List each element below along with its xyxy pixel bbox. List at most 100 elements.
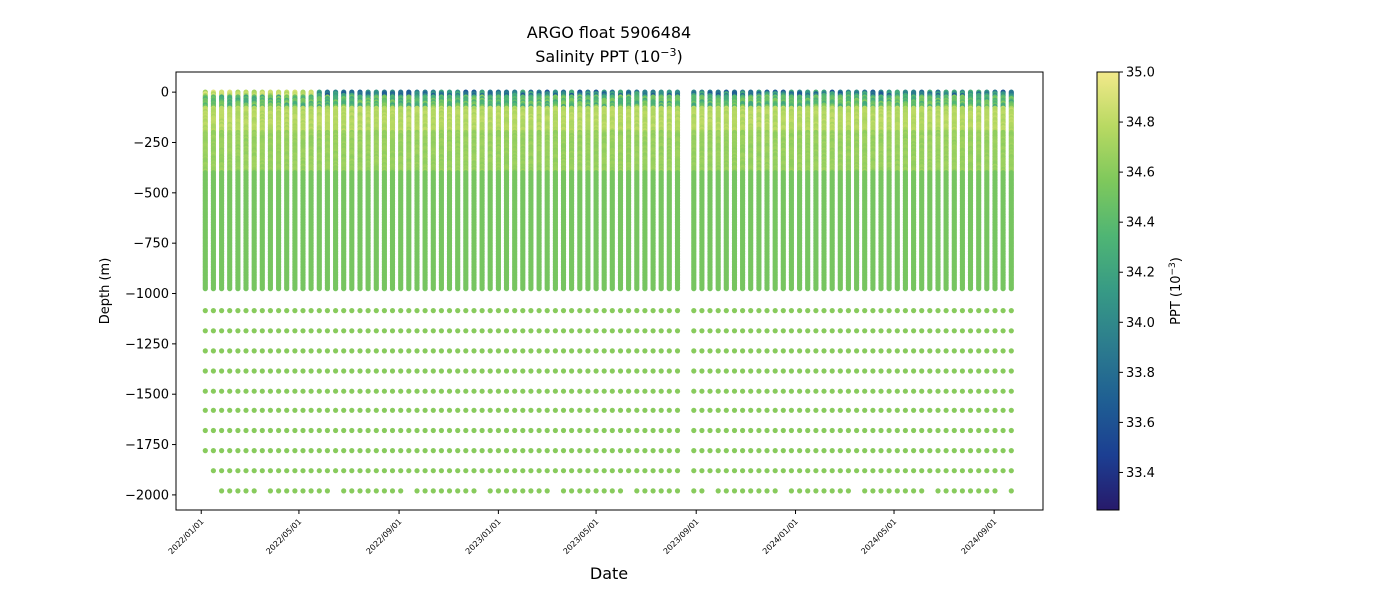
scatter-point: [479, 407, 485, 413]
scatter-point: [219, 488, 225, 494]
scatter-point: [414, 328, 420, 334]
scatter-point: [430, 286, 436, 292]
scatter-point: [455, 448, 461, 454]
scatter-point: [414, 286, 420, 292]
scatter-point: [210, 286, 216, 292]
scatter-point: [365, 427, 371, 434]
scatter-point: [406, 407, 412, 413]
scatter-point: [357, 407, 363, 413]
scatter-point: [414, 368, 420, 374]
scatter-point: [365, 348, 371, 354]
scatter-point: [349, 388, 355, 394]
scatter-point: [422, 348, 428, 354]
scatter-point: [438, 348, 444, 354]
scatter-point: [479, 448, 485, 454]
scatter-point: [389, 427, 396, 434]
scatter-point: [349, 348, 355, 354]
chart-subtitle: Salinity PPT (10−3): [535, 46, 683, 66]
scatter-point: [316, 368, 322, 374]
scatter-point: [495, 427, 501, 434]
scatter-point: [267, 368, 273, 374]
scatter-point: [259, 407, 265, 413]
scatter-point: [219, 468, 225, 474]
scatter-point: [259, 286, 265, 292]
scatter-point: [276, 308, 282, 314]
scatter-point: [406, 286, 412, 292]
scatter-point: [316, 286, 322, 292]
scatter-point: [333, 448, 339, 454]
scatter-point: [202, 407, 208, 413]
scatter-point: [341, 488, 347, 494]
scatter-point: [446, 468, 453, 474]
scatter-point: [381, 427, 387, 434]
scatter-point: [463, 328, 469, 334]
scatter-point: [430, 427, 436, 434]
scatter-point: [235, 427, 241, 434]
scatter-point: [292, 348, 298, 354]
scatter-point: [251, 488, 257, 494]
scatter-point: [227, 286, 233, 292]
scatter-point: [259, 388, 265, 394]
scatter-point: [446, 368, 453, 374]
scatter-point: [479, 427, 485, 434]
scatter-point: [471, 308, 477, 314]
scatter-point: [349, 468, 355, 474]
scatter-point: [210, 448, 216, 454]
scatter-point: [438, 468, 444, 474]
scatter-point: [446, 448, 453, 454]
scatter-point: [422, 488, 428, 494]
scatter-point: [495, 328, 501, 334]
scatter-point: [438, 448, 444, 454]
scatter-point: [219, 348, 225, 354]
scatter-point: [284, 388, 290, 394]
scatter-point: [471, 468, 477, 474]
scatter-point: [438, 488, 444, 494]
scatter-point: [324, 368, 330, 374]
scatter-point: [227, 308, 233, 314]
chart-title: ARGO float 5906484: [527, 23, 691, 42]
scatter-point: [438, 388, 444, 394]
scatter-point: [381, 488, 387, 494]
scatter-point: [398, 427, 404, 434]
scatter-point: [243, 328, 249, 334]
scatter-point: [455, 468, 461, 474]
scatter-point: [292, 427, 298, 434]
scatter-point: [202, 348, 208, 354]
scatter-point: [479, 286, 485, 292]
scatter-point: [389, 468, 396, 474]
scatter-point: [243, 488, 249, 494]
scatter-point: [235, 348, 241, 354]
scatter-point: [284, 368, 290, 374]
scatter-point: [316, 488, 322, 494]
scatter-point: [455, 388, 461, 394]
scatter-point: [219, 286, 225, 292]
scatter-point: [324, 448, 330, 454]
scatter-point: [430, 328, 436, 334]
scatter-point: [487, 328, 493, 334]
scatter-point: [235, 468, 241, 474]
scatter-point: [495, 388, 501, 394]
scatter-point: [308, 448, 314, 454]
scatter-point: [333, 308, 339, 314]
scatter-point: [276, 388, 282, 394]
scatter-point: [446, 348, 453, 354]
scatter-point: [389, 308, 396, 314]
scatter-point: [259, 368, 265, 374]
scatter-point: [276, 468, 282, 474]
scatter-point: [300, 328, 306, 334]
scatter-point: [243, 448, 249, 454]
scatter-point: [210, 427, 216, 434]
scatter-point: [292, 286, 298, 292]
scatter-point: [333, 388, 339, 394]
scatter-point: [259, 448, 265, 454]
scatter-point: [316, 308, 322, 314]
scatter-point: [471, 388, 477, 394]
scatter-point: [284, 308, 290, 314]
scatter-point: [292, 448, 298, 454]
scatter-point: [227, 388, 233, 394]
scatter-point: [373, 328, 379, 334]
scatter-point: [430, 368, 436, 374]
scatter-point: [259, 348, 265, 354]
scatter-point: [365, 286, 371, 292]
scatter-point: [495, 286, 501, 292]
